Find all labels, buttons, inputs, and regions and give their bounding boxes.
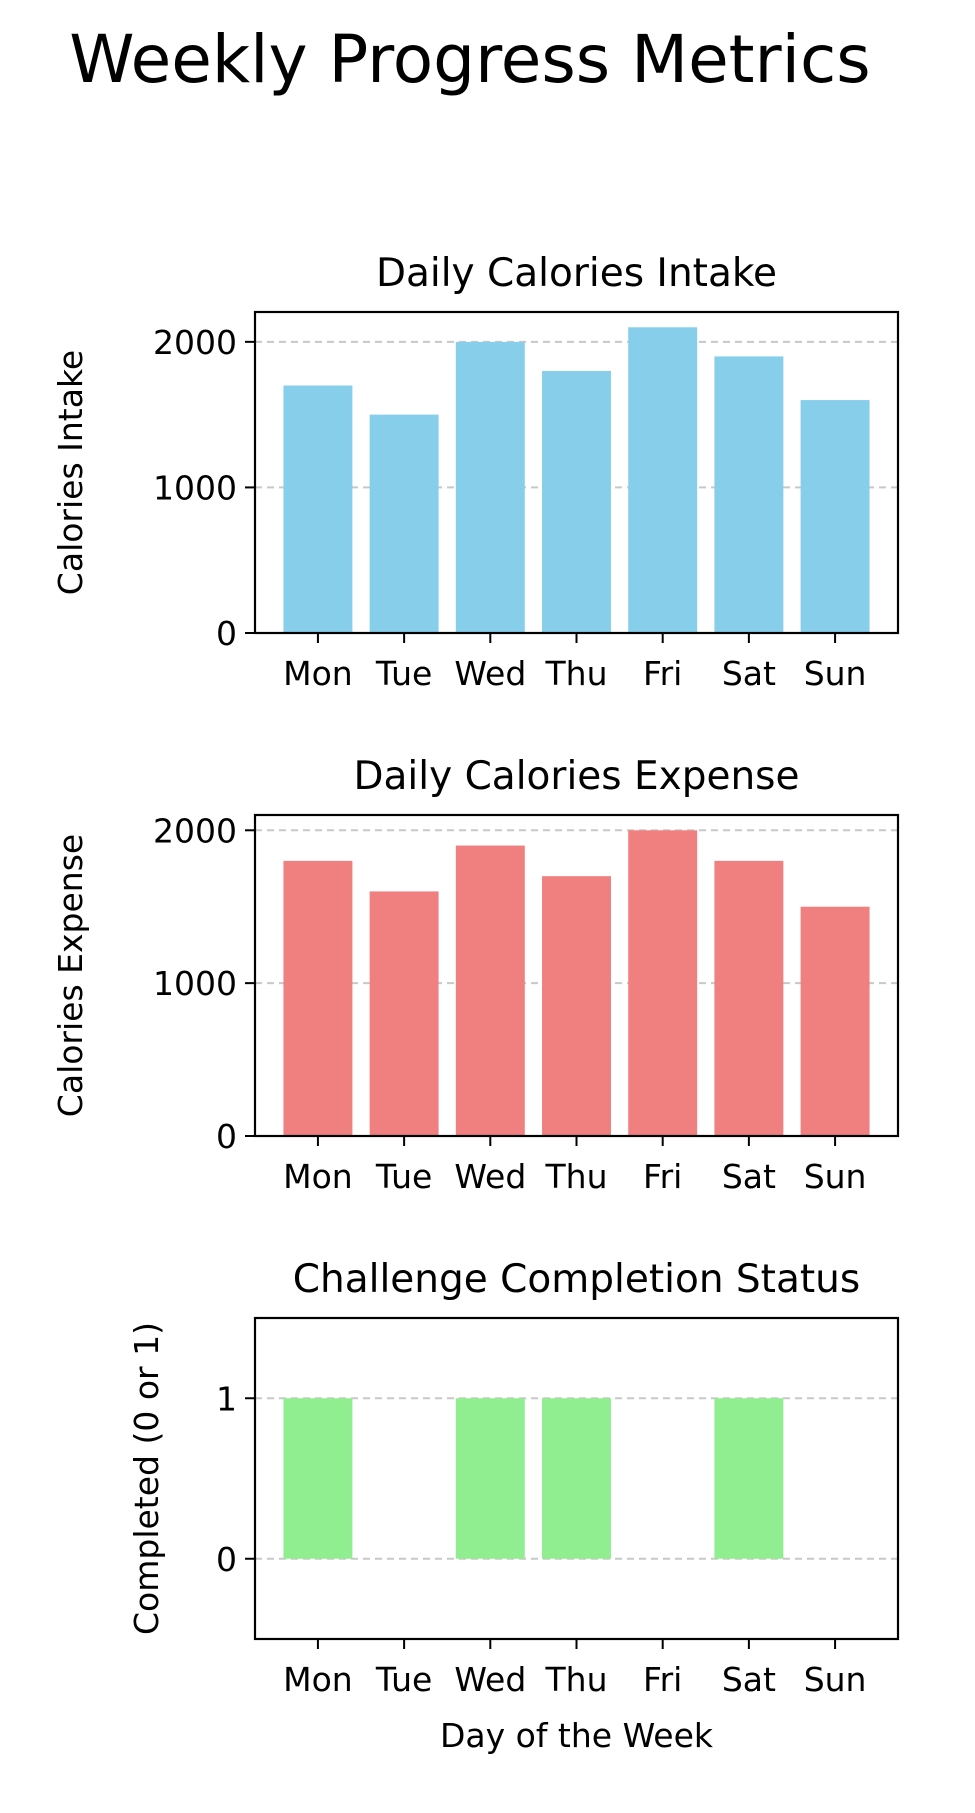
x-tick-label-wed: Wed bbox=[454, 1660, 526, 1699]
y-tick-label: 0 bbox=[216, 614, 237, 653]
x-tick-label-fri: Fri bbox=[643, 1157, 682, 1196]
bar-sat bbox=[714, 1398, 784, 1559]
x-tick-label-fri: Fri bbox=[643, 1660, 682, 1699]
x-tick-label-sun: Sun bbox=[804, 654, 867, 693]
bar-mon bbox=[283, 860, 353, 1136]
x-tick-label-mon: Mon bbox=[283, 654, 353, 693]
y-tick-label: 1 bbox=[216, 1379, 237, 1418]
bar-fri bbox=[628, 830, 698, 1136]
x-tick-label-sun: Sun bbox=[804, 1660, 867, 1699]
chart-title: Daily Calories Intake bbox=[376, 251, 777, 296]
chart-title: Daily Calories Expense bbox=[354, 754, 800, 799]
x-tick-label-mon: Mon bbox=[283, 1157, 353, 1196]
x-tick-label-sat: Sat bbox=[722, 1157, 776, 1196]
bar-mon bbox=[283, 385, 353, 633]
y-axis-label: Calories Expense bbox=[51, 834, 90, 1117]
bar-sun bbox=[800, 906, 870, 1136]
chart-3: 0 1 Mon Tue Wed Thu Fri Sat Sun Challenge Complet… bbox=[127, 1257, 900, 1755]
bar-thu bbox=[542, 876, 611, 1136]
x-tick-label-wed: Wed bbox=[454, 1157, 526, 1196]
bar-thu bbox=[542, 370, 611, 633]
y-tick-label: 0 bbox=[216, 1117, 237, 1156]
x-axis-label: Day of the Week bbox=[440, 1716, 714, 1755]
chart-title: Challenge Completion Status bbox=[293, 1257, 860, 1302]
bar-tue bbox=[369, 891, 439, 1136]
bar-thu bbox=[542, 1398, 611, 1559]
y-axis-label: Completed (0 or 1) bbox=[127, 1322, 166, 1635]
bar-sun bbox=[800, 400, 870, 633]
figure-title: Weekly Progress Metrics bbox=[69, 21, 870, 98]
x-tick-label-thu: Thu bbox=[545, 654, 608, 693]
bar-wed bbox=[455, 341, 525, 633]
y-tick-label: 2000 bbox=[153, 323, 237, 362]
y-tick-label: 1000 bbox=[153, 964, 237, 1003]
bar-tue bbox=[369, 414, 439, 633]
x-tick-label-tue: Tue bbox=[375, 1157, 432, 1196]
x-tick-label-fri: Fri bbox=[643, 654, 682, 693]
bar-mon bbox=[283, 1398, 353, 1559]
bar-sat bbox=[714, 860, 784, 1136]
y-tick-label: 2000 bbox=[153, 811, 237, 850]
x-tick-label-sat: Sat bbox=[722, 1660, 776, 1699]
x-tick-label-mon: Mon bbox=[283, 1660, 353, 1699]
y-tick-label: 1000 bbox=[153, 468, 237, 507]
y-tick-label: 0 bbox=[216, 1540, 237, 1579]
bar-wed bbox=[455, 845, 525, 1136]
bar-wed bbox=[455, 1398, 525, 1559]
x-tick-label-tue: Tue bbox=[375, 654, 432, 693]
chart-2: 0 1000 2000 Mon Tue Wed Thu Fri Sat Sun Daily Calo… bbox=[51, 754, 900, 1196]
x-tick-label-thu: Thu bbox=[545, 1157, 608, 1196]
chart-1: 0 1000 2000 Mon Tue Wed Thu Fri Sat Sun Daily Calo… bbox=[51, 251, 900, 693]
y-axis-label: Calories Intake bbox=[51, 350, 90, 595]
x-tick-label-thu: Thu bbox=[545, 1660, 608, 1699]
bar-sat bbox=[714, 356, 784, 633]
x-tick-label-sun: Sun bbox=[804, 1157, 867, 1196]
x-tick-label-tue: Tue bbox=[375, 1660, 432, 1699]
bar-fri bbox=[628, 327, 698, 633]
x-tick-label-sat: Sat bbox=[722, 654, 776, 693]
x-tick-label-wed: Wed bbox=[454, 654, 526, 693]
